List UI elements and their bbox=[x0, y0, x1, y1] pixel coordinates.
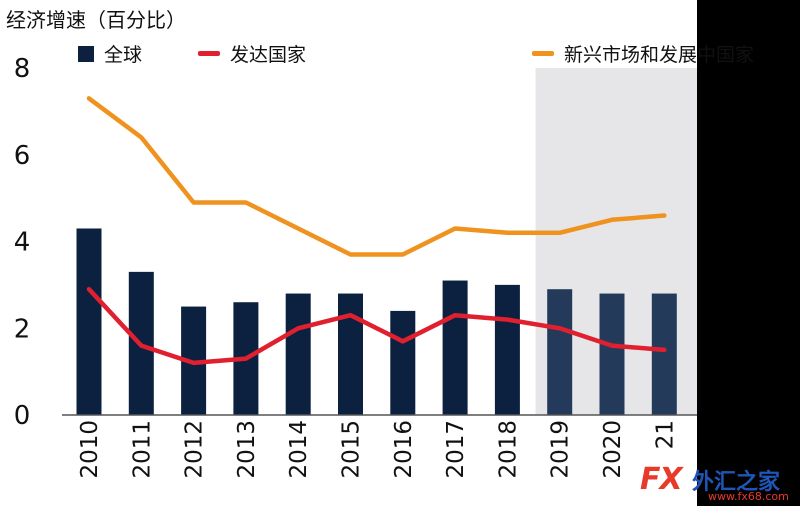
y-tick-label: 6 bbox=[14, 141, 31, 171]
bar-global bbox=[442, 280, 468, 415]
legend-label-developed: 发达国家 bbox=[230, 44, 307, 66]
bar-global bbox=[390, 310, 416, 415]
x-tick-label: 21 bbox=[652, 420, 678, 449]
legend-label-global: 全球 bbox=[104, 44, 143, 66]
line-series-developed bbox=[86, 286, 667, 366]
x-tick-label: 2020 bbox=[600, 420, 626, 479]
bar-global bbox=[494, 284, 520, 415]
x-tick-label: 2012 bbox=[182, 420, 208, 479]
x-tick-label: 2011 bbox=[129, 420, 155, 479]
bar-global bbox=[547, 289, 573, 415]
x-tick-label: 2013 bbox=[234, 420, 260, 479]
y-tick-label: 4 bbox=[14, 228, 31, 258]
watermark-text: 外汇之家 bbox=[692, 470, 781, 495]
legend-swatch-developed bbox=[198, 51, 220, 56]
line-series-emerging bbox=[86, 96, 667, 257]
legend-item-global: 全球 bbox=[78, 40, 142, 67]
x-tick-label: 2015 bbox=[339, 420, 365, 479]
watermark-fx: FX bbox=[640, 462, 683, 497]
x-tick-label: 2010 bbox=[77, 420, 103, 479]
legend-item-emerging: 新兴市场和发展中国家 bbox=[532, 40, 754, 67]
bar-global bbox=[599, 293, 625, 415]
bar-global bbox=[76, 228, 102, 415]
x-tick-label: 2018 bbox=[495, 420, 521, 479]
bar-global bbox=[651, 293, 677, 415]
chart-plot: 0 2 4 6 8 2010 2011 2012 2013 2014 2015 2016 2017 201… bbox=[14, 54, 697, 479]
y-tick-label: 2 bbox=[14, 314, 31, 344]
legend-swatch-global bbox=[78, 45, 94, 62]
legend-item-developed: 发达国家 bbox=[198, 40, 306, 67]
chart-canvas: 经济增速（百分比） 全球 发达国家 新兴市场和发展中国家 0 2 4 6 8 2010 20… bbox=[0, 0, 754, 506]
bar-global bbox=[338, 293, 363, 415]
x-tick-label: 2014 bbox=[286, 420, 312, 479]
watermark-url: www.fx68.com bbox=[708, 490, 789, 503]
bar-global bbox=[285, 293, 311, 415]
y-tick-label: 0 bbox=[14, 401, 31, 431]
legend-swatch-emerging bbox=[532, 51, 554, 56]
y-tick-label: 8 bbox=[14, 54, 31, 84]
legend-label-emerging: 新兴市场和发展中国家 bbox=[564, 44, 755, 66]
chart-title: 经济增速（百分比） bbox=[6, 8, 186, 32]
x-tick-label: 2017 bbox=[443, 420, 469, 479]
x-tick-label: 2016 bbox=[391, 420, 417, 479]
x-tick-label: 2019 bbox=[548, 420, 574, 479]
watermark-logo: FX 外汇之家 www.fx68.com bbox=[640, 460, 800, 506]
